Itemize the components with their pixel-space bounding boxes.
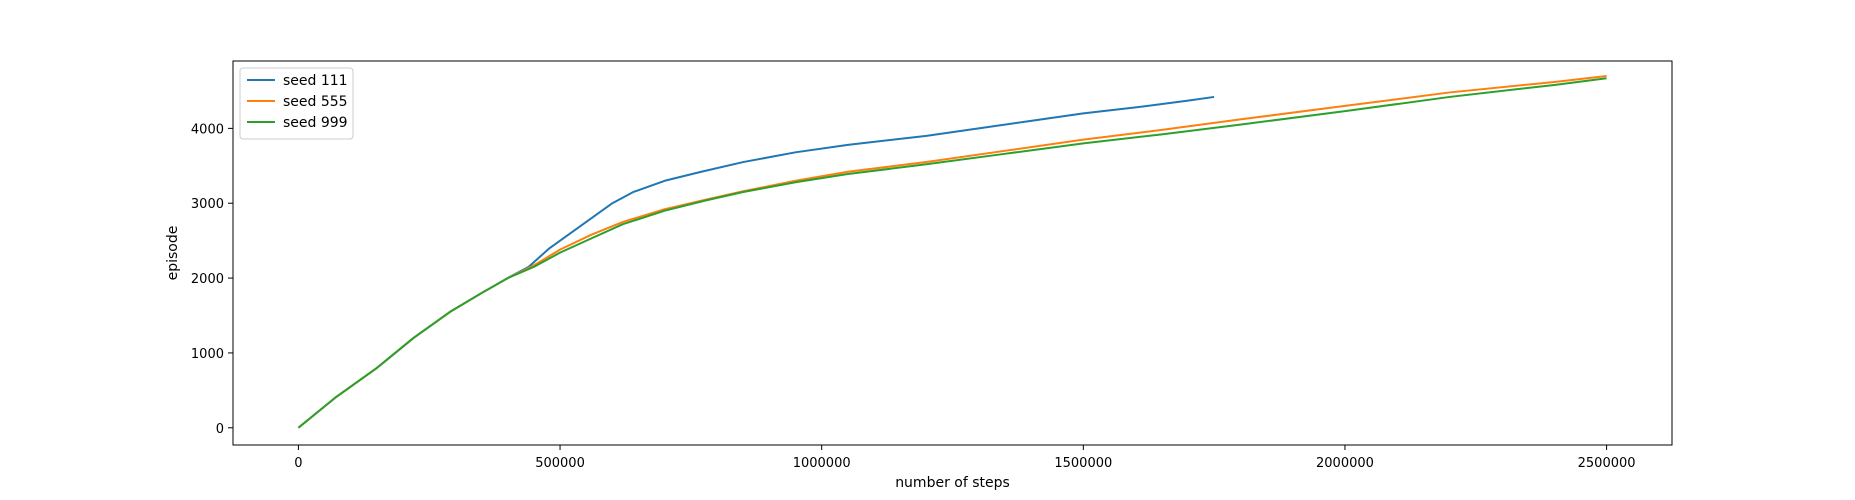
- x-tick-label: 1500000: [1054, 456, 1112, 471]
- plot-area: [232, 60, 1673, 446]
- x-tick-label: 500000: [535, 456, 585, 471]
- legend: seed 111 seed 555 seed 999: [239, 67, 354, 140]
- legend-label: seed 555: [283, 94, 348, 110]
- y-tick-label: 2000: [191, 272, 224, 287]
- legend-label: seed 999: [283, 115, 348, 131]
- y-tick-label: 4000: [191, 122, 224, 137]
- y-axis-label: episode: [165, 226, 181, 281]
- y-tick-label: 0: [216, 422, 224, 437]
- series-line-2: [297, 74, 1607, 429]
- y-tick-label: 3000: [191, 197, 224, 212]
- x-tick-label: 1000000: [793, 456, 851, 471]
- plot-frame: [232, 60, 1673, 446]
- y-tick-label: 1000: [191, 347, 224, 362]
- x-tick-label: 2000000: [1316, 456, 1374, 471]
- y-axis: 0 1000 2000 3000 4000: [191, 122, 233, 437]
- x-axis: 0 500000 1000000 1500000 2000000 2500000: [294, 445, 1636, 471]
- x-tick-label: 0: [294, 456, 302, 471]
- series-line-1: [297, 95, 1215, 429]
- x-tick-label: 2500000: [1578, 456, 1636, 471]
- x-axis-label: number of steps: [895, 475, 1010, 491]
- legend-label: seed 111: [283, 73, 348, 89]
- series-line-3: [297, 77, 1607, 429]
